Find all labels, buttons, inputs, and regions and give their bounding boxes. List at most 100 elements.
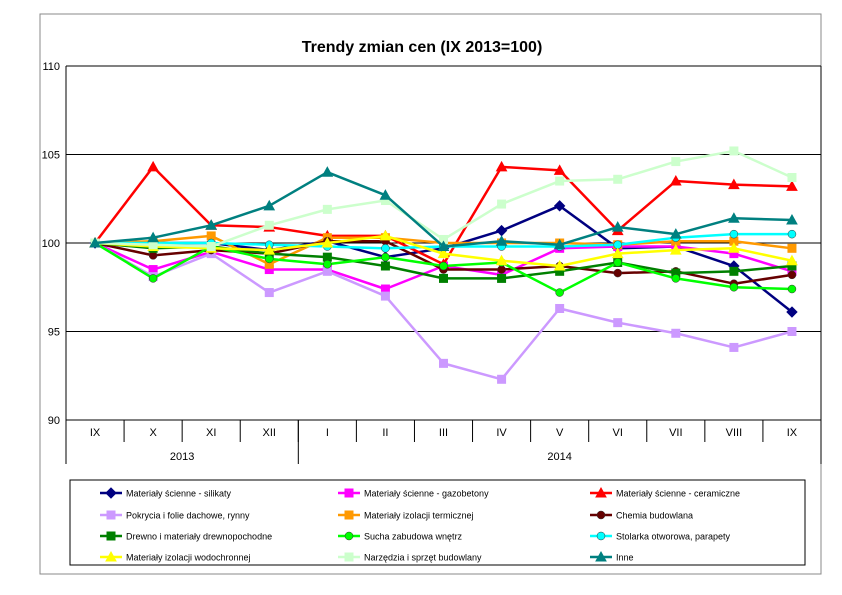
series-point <box>671 328 681 338</box>
series-point <box>497 374 507 384</box>
series-point <box>613 268 622 278</box>
chart-title: Trendy zmian cen (IX 2013=100) <box>302 39 543 56</box>
series-point <box>555 288 564 297</box>
legend-swatch-marker <box>106 531 116 541</box>
series-point <box>671 157 681 167</box>
series-point <box>147 160 159 172</box>
legend-swatch-marker <box>596 531 606 541</box>
series-point <box>669 228 682 239</box>
series-point <box>786 306 798 318</box>
x-tick-label: III <box>439 427 448 439</box>
series-point <box>787 173 797 183</box>
series-point <box>729 146 739 156</box>
series-point <box>321 236 334 248</box>
x-tick-label: IX <box>787 427 798 439</box>
series-point <box>439 261 448 271</box>
series-point <box>787 229 797 239</box>
series-point <box>264 288 274 298</box>
series-point <box>379 229 392 241</box>
series-point <box>786 213 798 225</box>
series-point <box>787 243 797 253</box>
series-point <box>553 238 566 250</box>
series-point <box>380 261 390 271</box>
legend-entry: Stolarka otworowa, parapety <box>590 532 731 542</box>
legend-label: Stolarka otworowa, parapety <box>616 532 731 542</box>
series-point <box>263 199 276 211</box>
legend-label: Pokrycia i folie dachowe, rynny <box>126 511 250 521</box>
series-point <box>613 318 623 328</box>
series-point <box>495 235 508 246</box>
y-tick-label: 110 <box>42 61 60 73</box>
series-point <box>786 254 798 266</box>
series-point <box>497 273 507 283</box>
series-point <box>613 174 623 184</box>
legend-label: Materiały ścienne - silikaty <box>126 489 232 499</box>
legend-entry: Pokrycia i folie dachowe, rynny <box>100 510 250 521</box>
y-tick-label: 105 <box>42 150 60 162</box>
series-point <box>381 244 390 253</box>
series-point <box>147 231 159 243</box>
series-point <box>613 258 622 267</box>
series-point <box>381 252 390 262</box>
series-point <box>322 266 332 276</box>
legend-swatch-marker <box>596 510 606 520</box>
legend-swatch-marker <box>105 487 117 499</box>
series-point <box>555 303 565 313</box>
series-layer <box>89 146 798 384</box>
series-point <box>495 254 508 266</box>
series-point <box>322 252 332 262</box>
legend-entry: Materiały izolacji termicznej <box>338 510 474 521</box>
legend-entry: Chemia budowlana <box>590 511 693 521</box>
series-point <box>553 200 566 212</box>
series-point <box>497 199 507 209</box>
x-tick-label: XI <box>206 427 216 439</box>
legend-label: Chemia budowlana <box>616 511 693 521</box>
series-point <box>437 247 450 259</box>
y-tick-label: 100 <box>42 238 60 250</box>
series-point <box>264 220 274 230</box>
legend-label: Materiały ścienne - ceramiczne <box>616 489 740 499</box>
legend-label: Narzędzia i sprzęt budowlany <box>364 553 482 563</box>
series-point <box>89 236 101 248</box>
legend-swatch-marker <box>105 550 117 562</box>
series-point <box>787 270 797 280</box>
series-point <box>265 254 274 264</box>
series-point <box>669 175 682 186</box>
legend-swatch-marker <box>344 488 354 498</box>
x-tick-label: IX <box>90 427 101 439</box>
series-point <box>206 231 216 241</box>
x-tick-label: IV <box>496 427 507 439</box>
series-point <box>380 291 390 301</box>
series-point <box>611 221 624 232</box>
legend-entry: Drewno i materiały drewnopochodne <box>100 531 272 542</box>
series-point <box>263 244 276 255</box>
series-point <box>206 242 216 252</box>
legend-swatch-marker <box>595 486 607 498</box>
series-11 <box>89 166 798 252</box>
legend-swatch-marker <box>344 510 354 520</box>
x-tick-label: VII <box>669 427 682 439</box>
legend-label: Materiały izolacji wodochronnej <box>126 553 251 563</box>
series-point <box>437 240 450 252</box>
year-group-label: 2013 <box>170 451 194 463</box>
legend-box <box>69 479 806 566</box>
series-point <box>205 219 218 230</box>
series-point <box>553 164 566 175</box>
series-point <box>495 160 508 172</box>
legend-entry: Sucha zabudowa wnętrz <box>338 532 463 542</box>
legend-swatch-marker <box>344 552 354 562</box>
series-point <box>729 266 739 276</box>
series-point <box>729 342 739 352</box>
x-tick-label: II <box>382 427 388 439</box>
x-tick-label: VI <box>613 427 623 439</box>
series-point <box>439 273 448 283</box>
series-point <box>787 327 797 336</box>
series-point <box>323 259 332 269</box>
y-tick-label: 95 <box>48 327 60 339</box>
series-point <box>613 240 622 250</box>
x-tick-label: XII <box>263 427 276 439</box>
legend-label: Materiały izolacji termicznej <box>364 511 474 521</box>
series-point <box>555 176 565 186</box>
